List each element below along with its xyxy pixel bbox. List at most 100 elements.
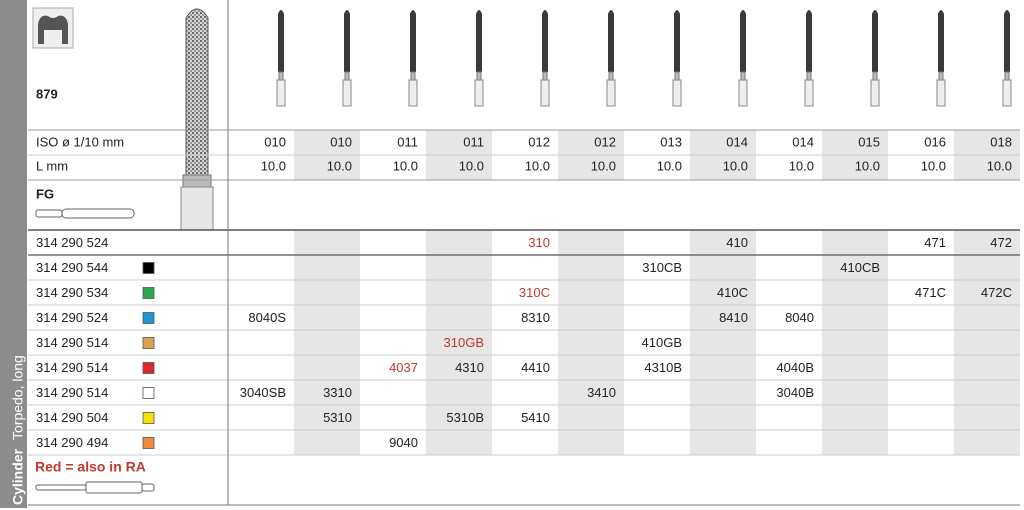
article-code: 3410 bbox=[587, 385, 616, 400]
iso-value: 013 bbox=[660, 134, 682, 149]
iso-value: 014 bbox=[792, 134, 814, 149]
article-code: 8040S bbox=[248, 310, 286, 325]
color-swatch bbox=[142, 412, 155, 424]
tooth-icon bbox=[32, 7, 74, 49]
bur-neck bbox=[278, 71, 284, 81]
color-swatch bbox=[142, 287, 155, 299]
iso-value: 016 bbox=[924, 134, 946, 149]
bur-neck bbox=[674, 71, 680, 81]
article-code: 4410 bbox=[521, 360, 550, 375]
article-code: 471C bbox=[915, 285, 946, 300]
article-code: 4310B bbox=[644, 360, 682, 375]
ref-number: 314 290 534 bbox=[36, 285, 108, 300]
article-code: 310 bbox=[528, 235, 550, 250]
length-value: 10.0 bbox=[327, 158, 352, 173]
article-code: 310C bbox=[519, 285, 550, 300]
ref-number: 314 290 494 bbox=[36, 435, 108, 450]
column-shade bbox=[426, 230, 492, 455]
bur-icon bbox=[278, 10, 284, 72]
iso-value: 014 bbox=[726, 134, 748, 149]
backgrounds bbox=[294, 130, 1020, 455]
article-code: 3040B bbox=[776, 385, 814, 400]
length-value: 10.0 bbox=[657, 158, 682, 173]
ref-number: 314 290 514 bbox=[36, 360, 108, 375]
bur-shank bbox=[936, 79, 946, 107]
shank-label: FG bbox=[36, 186, 54, 201]
iso-value: 012 bbox=[594, 134, 616, 149]
article-code: 9040 bbox=[389, 435, 418, 450]
bur-shank bbox=[1002, 79, 1012, 107]
length-value: 10.0 bbox=[789, 158, 814, 173]
bur-shank bbox=[738, 79, 748, 107]
column-shade bbox=[294, 230, 360, 455]
sidebar bbox=[0, 0, 27, 508]
ref-number: 314 290 514 bbox=[36, 335, 108, 350]
bur-neck bbox=[542, 71, 548, 81]
ref-number: 314 290 504 bbox=[36, 410, 108, 425]
bur-icon bbox=[608, 10, 614, 72]
fg-icon bbox=[35, 208, 135, 219]
bur-shank bbox=[870, 79, 880, 107]
length-value: 10.0 bbox=[723, 158, 748, 173]
column-shade bbox=[690, 230, 756, 455]
length-value: 10.0 bbox=[525, 158, 550, 173]
article-code: 410C bbox=[717, 285, 748, 300]
bur-neck bbox=[410, 71, 416, 81]
bur-shank bbox=[606, 79, 616, 107]
large-bur bbox=[180, 8, 214, 231]
bur-shank bbox=[474, 79, 484, 107]
article-code: 5310 bbox=[323, 410, 352, 425]
article-code: 3040SB bbox=[240, 385, 286, 400]
bur-icon bbox=[476, 10, 482, 72]
article-code: 8410 bbox=[719, 310, 748, 325]
article-code: 410CB bbox=[840, 260, 880, 275]
length-value: 10.0 bbox=[921, 158, 946, 173]
bur-icon bbox=[872, 10, 878, 72]
bur-neck bbox=[872, 71, 878, 81]
article-code: 410GB bbox=[642, 335, 682, 350]
color-swatch bbox=[142, 337, 155, 349]
sidebar-shape: Cylinder bbox=[10, 448, 26, 505]
length-value: 10.0 bbox=[393, 158, 418, 173]
bur-neck bbox=[938, 71, 944, 81]
bur-icon bbox=[806, 10, 812, 72]
ref-number: 314 290 524 bbox=[36, 235, 108, 250]
iso-value: 012 bbox=[528, 134, 550, 149]
ref-number: 314 290 514 bbox=[36, 385, 108, 400]
length-value: 10.0 bbox=[987, 158, 1012, 173]
iso-value: 011 bbox=[463, 134, 484, 149]
ref-number: 314 290 524 bbox=[36, 310, 108, 325]
bur-icon bbox=[410, 10, 416, 72]
article-code: 4310 bbox=[455, 360, 484, 375]
color-swatch bbox=[142, 387, 155, 399]
iso-value: 018 bbox=[990, 134, 1012, 149]
iso-value: 010 bbox=[264, 134, 286, 149]
iso-value: 015 bbox=[858, 134, 880, 149]
bur-icon bbox=[938, 10, 944, 72]
column-shade bbox=[558, 230, 624, 455]
article-code: 4040B bbox=[776, 360, 814, 375]
bur-icon bbox=[1004, 10, 1010, 72]
article-code: 471 bbox=[924, 235, 946, 250]
iso-value: 011 bbox=[397, 134, 418, 149]
column-shade bbox=[822, 230, 888, 455]
article-code: 310GB bbox=[444, 335, 484, 350]
bur-icon bbox=[344, 10, 350, 72]
iso-value: 010 bbox=[330, 134, 352, 149]
iso-label: ISO ø 1/10 mm bbox=[36, 134, 124, 149]
bur-neck bbox=[476, 71, 482, 81]
color-swatch bbox=[142, 312, 155, 324]
article-code: 472C bbox=[981, 285, 1012, 300]
figure-number: 879 bbox=[36, 86, 58, 101]
bur-shank bbox=[342, 79, 352, 107]
article-code: 3310 bbox=[323, 385, 352, 400]
ra-icon bbox=[35, 481, 155, 494]
article-code: 8310 bbox=[521, 310, 550, 325]
bur-neck bbox=[344, 71, 350, 81]
bur-shank bbox=[540, 79, 550, 107]
sidebar-variant: Torpedo, long bbox=[10, 355, 26, 440]
color-swatch bbox=[142, 362, 155, 374]
length-value: 10.0 bbox=[855, 158, 880, 173]
bur-shank bbox=[276, 79, 286, 107]
